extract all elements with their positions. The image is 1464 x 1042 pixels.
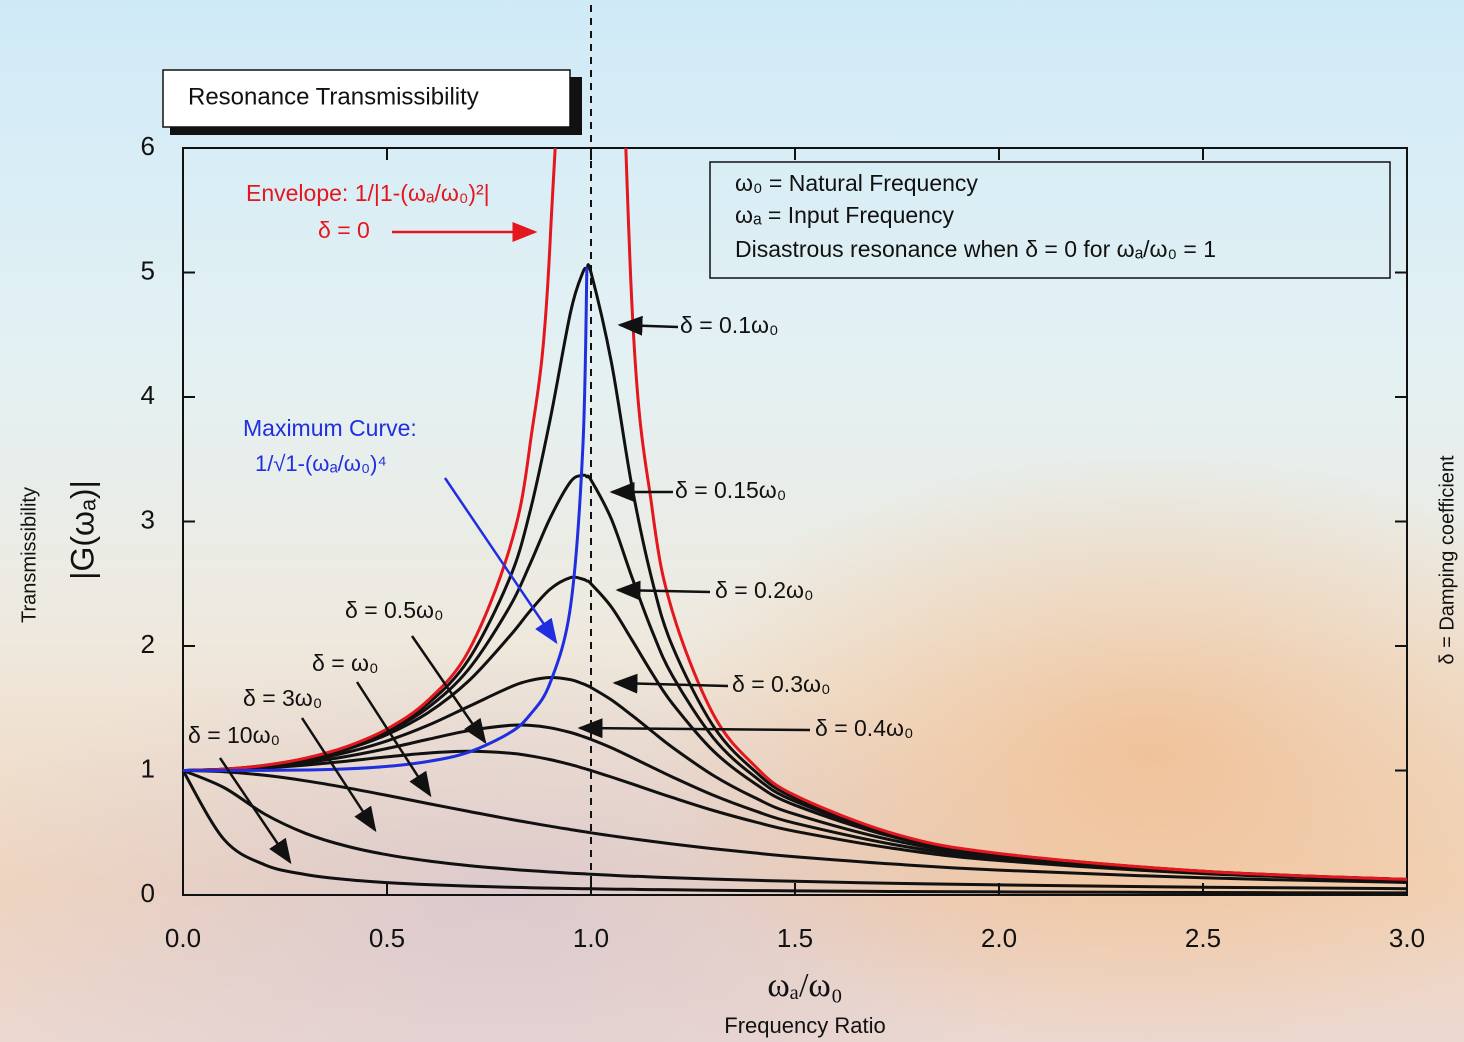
chart-title: Resonance Transmissibility xyxy=(188,83,479,110)
y-tick-label: 4 xyxy=(141,380,155,410)
x-tick-label: 1.5 xyxy=(777,923,813,953)
y-tick-label: 0 xyxy=(141,878,155,908)
x-tick-label: 2.0 xyxy=(981,923,1017,953)
series-label: δ = ω₀ xyxy=(312,650,379,676)
x-tick-label: 1.0 xyxy=(573,923,609,953)
series-label: Maximum Curve: xyxy=(243,415,417,441)
series-label: δ = 0.4ω₀ xyxy=(815,715,914,741)
series-label: δ = 0.15ω₀ xyxy=(675,477,786,503)
x-axis-sublabel: Frequency Ratio xyxy=(724,1013,885,1038)
y-tick-label: 3 xyxy=(141,504,155,534)
label-arrow xyxy=(620,325,678,327)
chart: Resonance Transmissibility ω₀ = Natural … xyxy=(0,0,1464,1042)
x-tick-label: 0.0 xyxy=(165,923,201,953)
curve xyxy=(183,771,1407,883)
series-label: δ = 3ω₀ xyxy=(243,685,322,711)
x-tick-label: 0.5 xyxy=(369,923,405,953)
right-label: δ = Damping coefficient xyxy=(1436,455,1458,665)
y-tick-label: 6 xyxy=(141,131,155,161)
annotation: δ = 0 xyxy=(318,217,370,243)
y-tick-label: 5 xyxy=(141,255,155,285)
x-tick-label: 3.0 xyxy=(1389,923,1425,953)
series-label: δ = 0.5ω₀ xyxy=(345,597,444,623)
label-arrow xyxy=(618,590,710,592)
label-arrow xyxy=(580,728,810,730)
series-label: δ = 0.1ω₀ xyxy=(680,312,779,338)
note: ω₀ = Natural Frequency xyxy=(735,170,978,196)
note: ωₐ = Input Frequency xyxy=(735,202,954,228)
note: Disastrous resonance when δ = 0 for ωₐ/ω… xyxy=(735,236,1216,262)
series-label: Envelope: 1/|1-(ωₐ/ω₀)²| xyxy=(246,180,490,206)
label-arrow xyxy=(302,718,375,830)
x-axis-label: ωₐ/ω₀ xyxy=(767,967,842,1004)
series-label: δ = 0.2ω₀ xyxy=(715,577,814,603)
series-label: δ = 0.3ω₀ xyxy=(732,671,831,697)
x-tick-label: 2.5 xyxy=(1185,923,1221,953)
y-tick-label: 1 xyxy=(141,753,155,783)
y-axis-sublabel: |G(ωₐ)| xyxy=(64,480,100,580)
label-arrow xyxy=(445,478,556,642)
label-arrow xyxy=(615,683,728,686)
annotation: 1/√1-(ωₐ/ω₀)⁴ xyxy=(255,451,387,476)
y-tick-label: 2 xyxy=(141,629,155,659)
y-axis-label: Transmissibility xyxy=(18,487,40,623)
curve xyxy=(183,265,1407,880)
series-label: δ = 10ω₀ xyxy=(188,722,280,748)
